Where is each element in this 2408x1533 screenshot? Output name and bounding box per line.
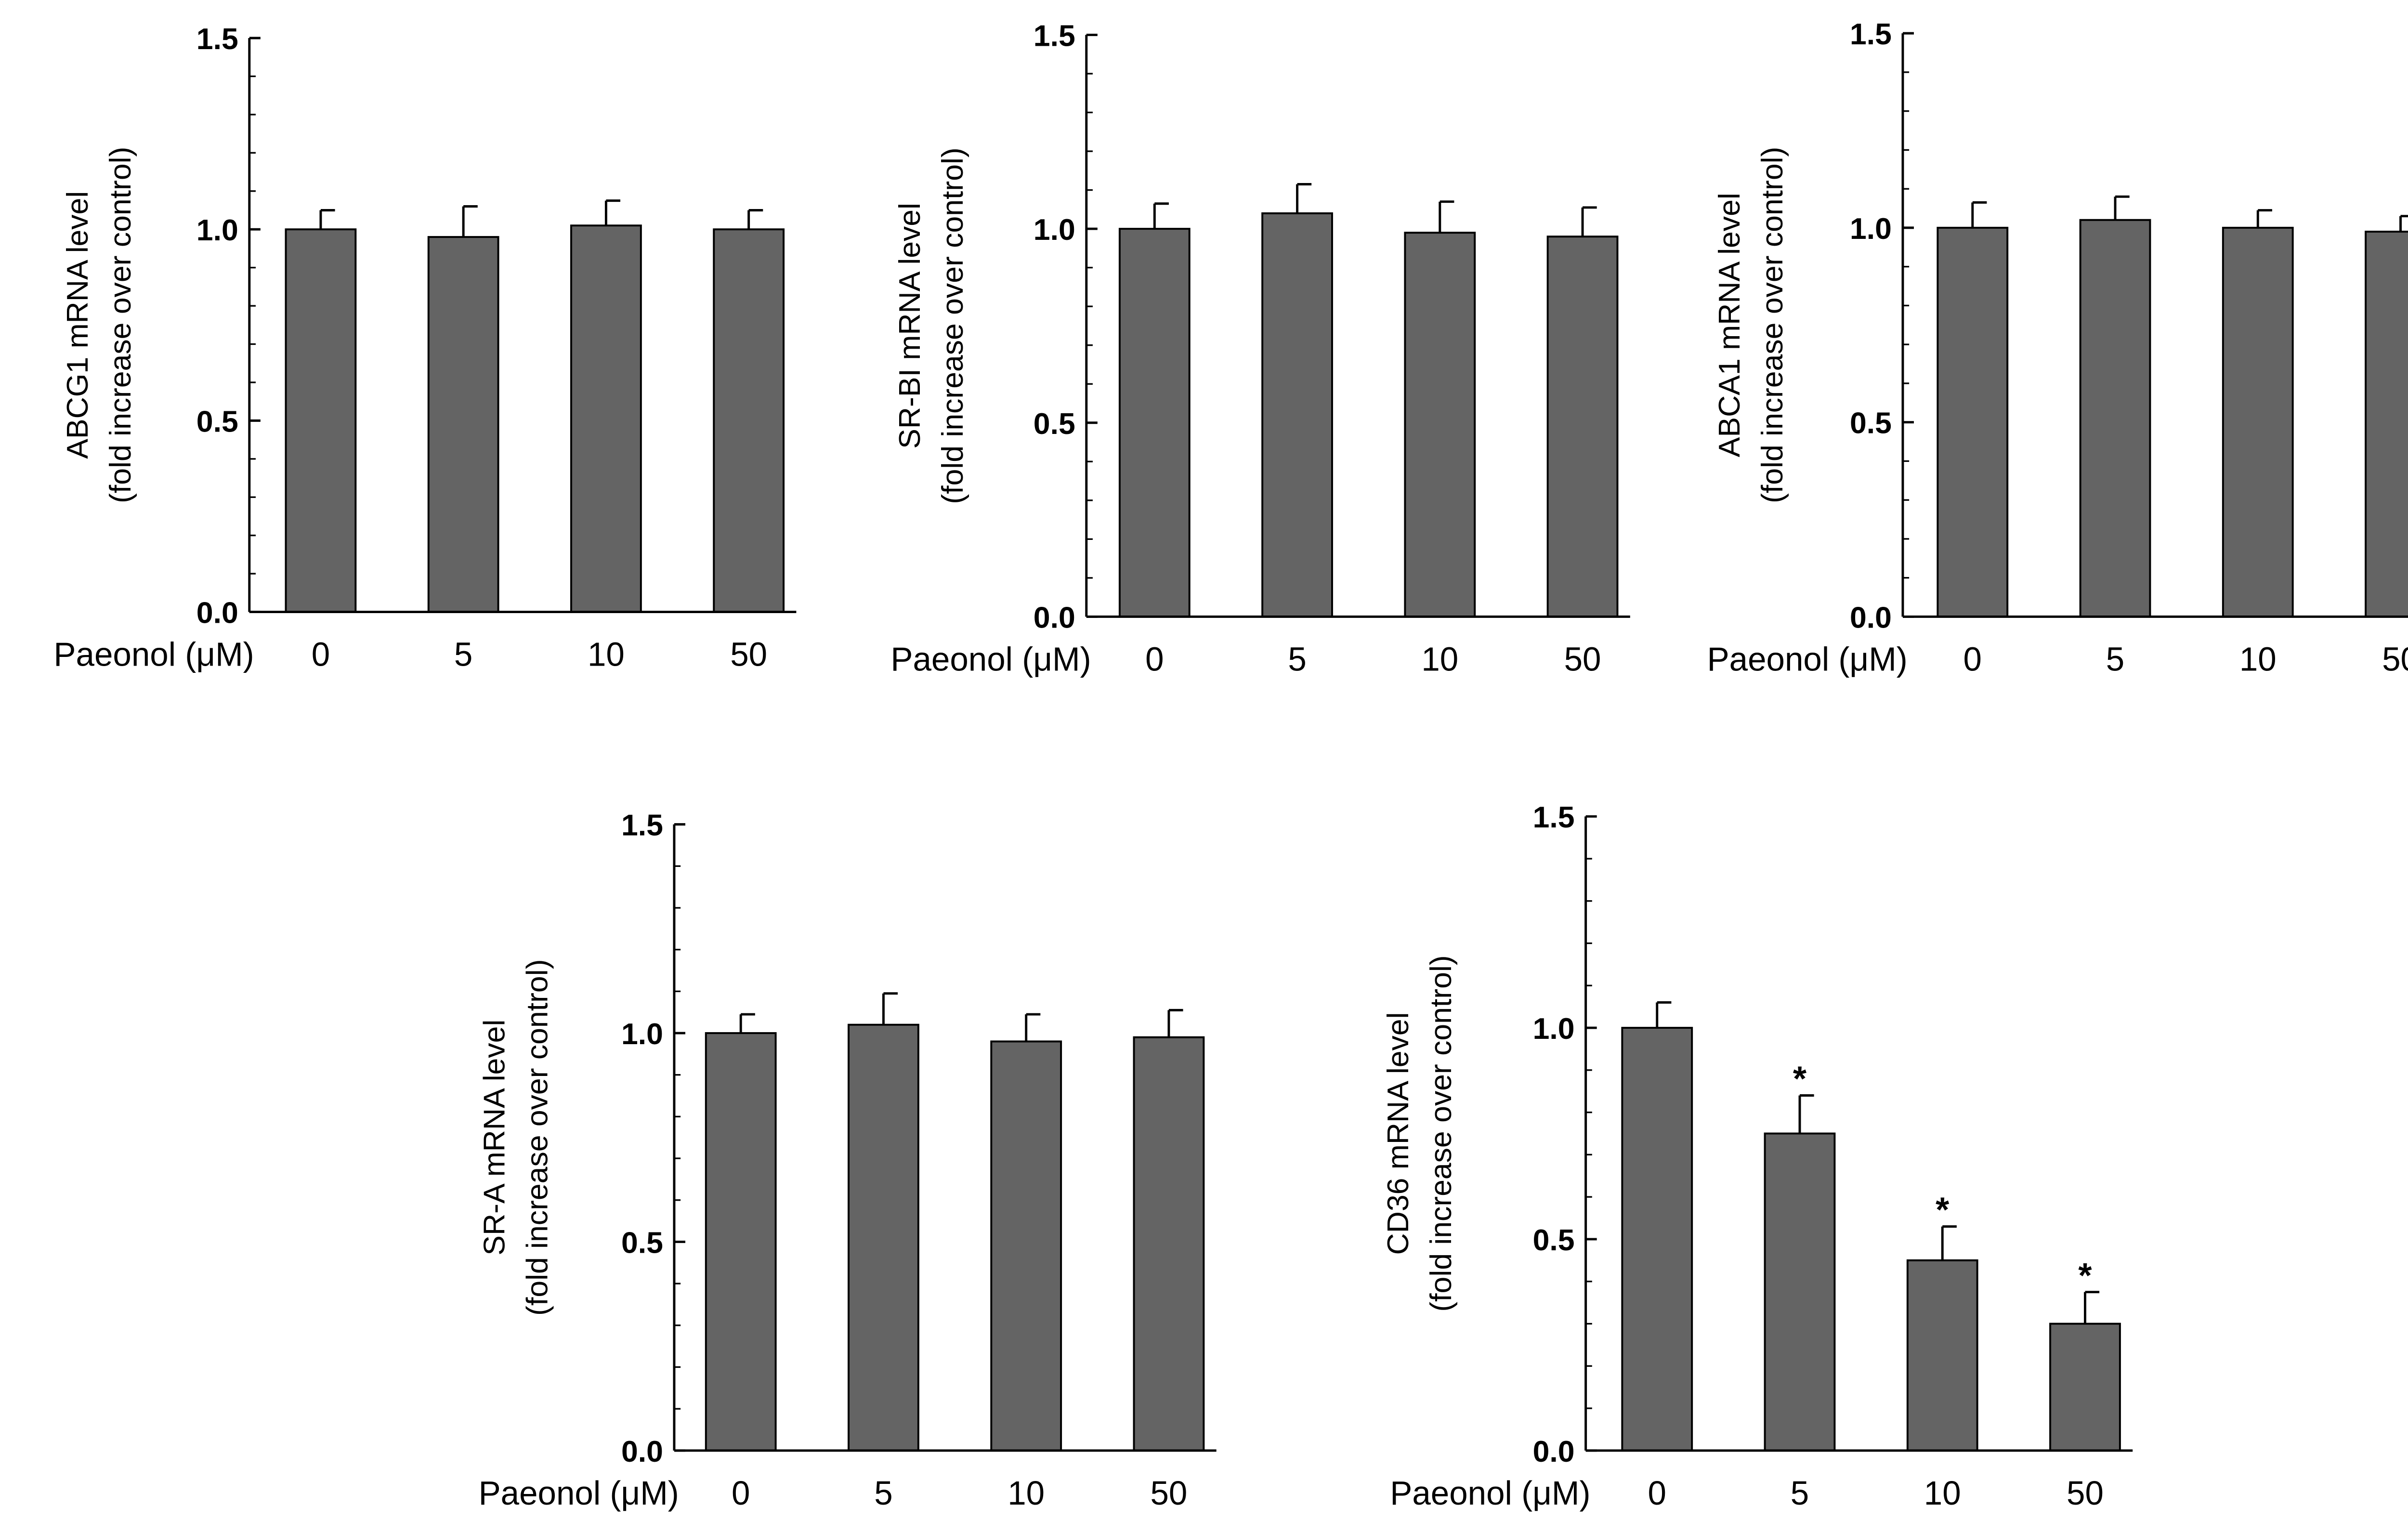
y-tick-label: 1.0 (1533, 1012, 1575, 1046)
chart-panel-4: 0 5 10 50 0.0 0.5 1.0 1.5 Paeonol (μM) SR-A mRNA … (478, 809, 1217, 1512)
x-tick-label: 5 (1791, 1474, 1809, 1512)
bar (848, 1023, 919, 1452)
bar (1133, 1036, 1205, 1452)
x-tick-label: 0 (1648, 1474, 1666, 1512)
x-tick-label: 10 (2239, 640, 2277, 678)
x-tick-label: 5 (2106, 640, 2124, 678)
chart-panel-3: 0 5 10 50 0.0 0.5 1.0 1.5 Paeonol (μM) ABCA1 mRNA… (1707, 17, 2408, 678)
y-tick-label: 0.5 (1034, 407, 1075, 441)
bar (427, 236, 499, 613)
x-tick-label: 5 (874, 1474, 892, 1512)
y-axis-label: (fold increase over control) (1755, 147, 1789, 503)
bar (990, 1040, 1062, 1452)
x-axis-label: Paeonol (μM) (890, 640, 1091, 678)
y-tick-label: 0.0 (1850, 601, 1892, 634)
bar (1937, 226, 2009, 618)
y-tick-label: 1.0 (196, 213, 238, 247)
significance-marker: * (1793, 1060, 1807, 1099)
significance-marker: * (1936, 1191, 1950, 1230)
y-axis-label: ABCG1 mRNA level (61, 191, 94, 459)
bar (2222, 226, 2294, 618)
x-axis-label: Paeonol (μM) (479, 1474, 679, 1512)
bar (2365, 230, 2408, 618)
x-tick-label: 0 (1145, 640, 1164, 678)
y-tick-label: 0.5 (1533, 1223, 1575, 1257)
y-axis-label: (fold increase over control) (1424, 955, 1458, 1311)
bar (713, 228, 785, 613)
y-tick-label: 1.0 (1034, 213, 1075, 247)
y-axis-label: CD36 mRNA level (1381, 1012, 1415, 1255)
y-tick-label: 0.0 (621, 1435, 663, 1468)
y-axis-label: (fold increase over control) (104, 147, 137, 503)
bar (1404, 232, 1476, 618)
chart-panel-1: 0 5 10 50 0.0 0.5 1.0 1.5 Paeonol (μM) ABCG1 mRNA… (53, 22, 797, 673)
y-tick-label: 1.0 (1850, 212, 1892, 246)
chart-panel-2: 0 5 10 50 0.0 0.5 1.0 1.5 Paeonol (μM) SR-BI mRNA… (890, 19, 1630, 678)
x-tick-label: 10 (588, 635, 625, 673)
bar (2049, 1323, 2121, 1452)
chart-panel-5: 0 * 5 * 10 * 50 0.0 0.5 1.0 1.5 Paeonol (μM) CD36 mR… (1381, 800, 2133, 1512)
x-tick-label: 10 (1421, 640, 1458, 678)
x-tick-label: 0 (732, 1474, 750, 1512)
y-tick-label: 1.5 (1034, 19, 1075, 52)
x-tick-label: 10 (1924, 1474, 1961, 1512)
y-tick-label: 1.5 (1533, 800, 1575, 834)
x-tick-label: 50 (2382, 640, 2408, 678)
y-tick-label: 1.0 (621, 1017, 663, 1051)
y-tick-label: 1.5 (1850, 17, 1892, 51)
y-tick-label: 0.5 (1850, 406, 1892, 440)
y-axis-label: (fold increase over control) (521, 959, 554, 1316)
bar (2079, 219, 2151, 618)
bar (1261, 212, 1333, 618)
y-tick-label: 0.5 (196, 405, 238, 438)
x-tick-label: 50 (1564, 640, 1601, 678)
y-axis-label: SR-BI mRNA level (893, 203, 927, 449)
bar (1906, 1259, 1978, 1452)
y-tick-label: 0.0 (1034, 601, 1075, 634)
x-axis-label: Paeonol (μM) (53, 635, 254, 673)
y-tick-label: 0.0 (196, 596, 238, 630)
x-axis-label: Paeonol (μM) (1390, 1474, 1590, 1512)
bar (705, 1032, 777, 1452)
x-axis-label: Paeonol (μM) (1707, 640, 1908, 678)
y-axis-label: SR-A mRNA level (478, 1020, 511, 1256)
y-tick-label: 1.5 (196, 22, 238, 56)
bar (1546, 236, 1619, 618)
bar (285, 228, 357, 613)
x-tick-label: 5 (1288, 640, 1306, 678)
x-tick-label: 50 (730, 635, 767, 673)
x-tick-label: 50 (1151, 1474, 1188, 1512)
y-axis-label: (fold increase over control) (936, 147, 969, 504)
y-tick-label: 0.5 (621, 1226, 663, 1259)
x-tick-label: 50 (2067, 1474, 2104, 1512)
bar (1621, 1027, 1693, 1452)
y-tick-label: 0.0 (1533, 1435, 1575, 1468)
bar (1118, 228, 1191, 618)
x-tick-label: 10 (1008, 1474, 1045, 1512)
x-tick-label: 5 (454, 635, 472, 673)
y-axis-label: ABCA1 mRNA level (1713, 193, 1746, 457)
x-tick-label: 0 (312, 635, 330, 673)
significance-marker: * (2078, 1256, 2092, 1295)
bar (1764, 1132, 1836, 1452)
x-tick-label: 0 (1963, 640, 1982, 678)
bar (570, 224, 642, 613)
y-tick-label: 1.5 (621, 809, 663, 842)
